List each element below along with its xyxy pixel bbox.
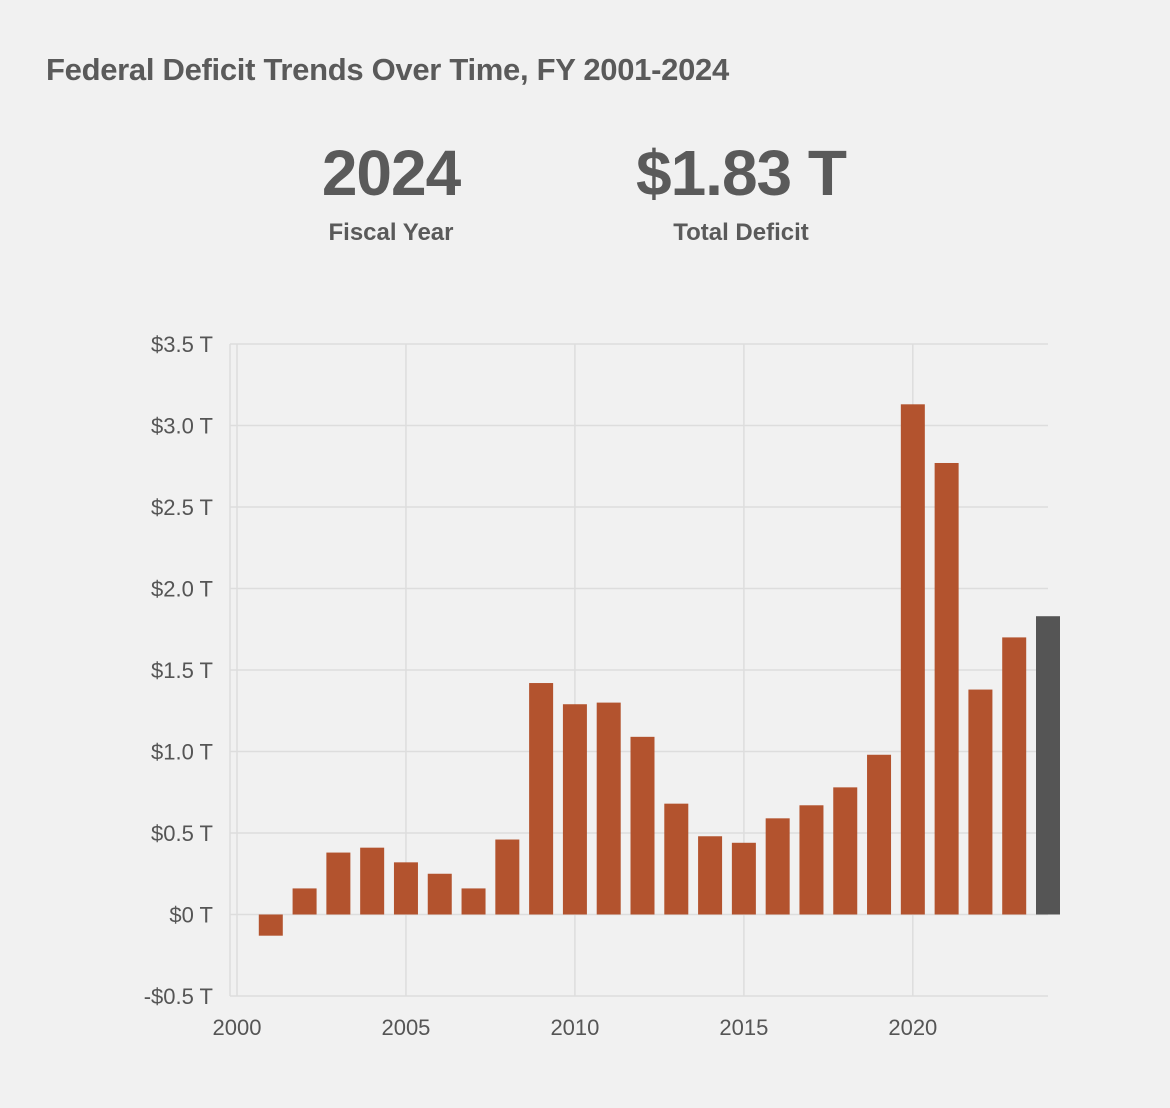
bar	[596, 702, 621, 915]
y-tick-label: $1.5 T	[151, 658, 213, 683]
y-tick-label: $2.5 T	[151, 495, 213, 520]
kpi-fiscal-year-value: 2024	[321, 137, 461, 209]
x-tick-label: 2000	[213, 1015, 262, 1040]
y-tick-label: $0 T	[169, 903, 213, 928]
kpi-fiscal-year-label: Fiscal Year	[328, 219, 454, 246]
bar	[799, 805, 824, 915]
y-tick-label: $3.0 T	[151, 414, 213, 439]
highlighted-bar	[1036, 616, 1060, 915]
bar	[529, 683, 554, 915]
kpi-total-deficit: $1.83 T Total Deficit	[600, 135, 882, 247]
bar	[765, 818, 790, 915]
chart-title: Federal Deficit Trends Over Time, FY 200…	[46, 52, 729, 87]
x-tick-label: 2015	[719, 1015, 768, 1040]
bar	[867, 754, 892, 915]
bar	[1002, 637, 1027, 915]
bar	[934, 462, 959, 915]
bar	[292, 888, 317, 915]
y-tick-label: -$0.5 T	[144, 984, 213, 1009]
kpi-total-deficit-label: Total Deficit	[673, 219, 809, 246]
y-tick-label: $2.0 T	[151, 577, 213, 602]
x-tick-label: 2020	[888, 1015, 937, 1040]
bar	[664, 803, 689, 915]
kpi-total-deficit-value: $1.83 T	[635, 137, 847, 209]
bar	[698, 836, 723, 915]
bar	[461, 888, 486, 915]
bar	[833, 787, 858, 915]
bar	[360, 847, 385, 915]
bar	[427, 873, 452, 915]
kpi-fiscal-year: 2024 Fiscal Year	[290, 135, 492, 247]
bar	[258, 914, 283, 936]
y-tick-label: $3.5 T	[151, 332, 213, 357]
bar	[562, 704, 587, 915]
y-tick-label: $1.0 T	[151, 740, 213, 765]
bar	[731, 842, 756, 915]
x-tick-label: 2005	[381, 1015, 430, 1040]
bar	[968, 689, 993, 915]
bar	[495, 839, 520, 915]
bar	[900, 404, 925, 915]
bar	[630, 736, 655, 915]
x-tick-label: 2010	[550, 1015, 599, 1040]
y-tick-label: $0.5 T	[151, 821, 213, 846]
bar	[326, 852, 351, 915]
bar	[393, 862, 418, 915]
